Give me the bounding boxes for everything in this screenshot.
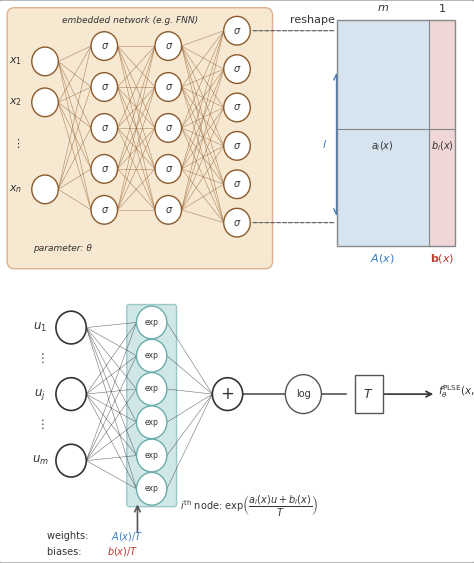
FancyBboxPatch shape xyxy=(355,375,383,413)
Circle shape xyxy=(224,170,250,199)
Text: biases:: biases: xyxy=(47,547,85,557)
Text: σ: σ xyxy=(234,218,240,227)
Circle shape xyxy=(155,155,182,183)
Text: $a_i(x)$: $a_i(x)$ xyxy=(372,140,394,153)
FancyBboxPatch shape xyxy=(7,8,273,269)
Text: $\mathbf{b}(x)$: $\mathbf{b}(x)$ xyxy=(430,252,454,265)
Text: σ: σ xyxy=(234,179,240,189)
Text: exp: exp xyxy=(145,418,159,427)
Circle shape xyxy=(91,73,118,101)
Text: $\vdots$: $\vdots$ xyxy=(11,137,20,150)
Text: σ: σ xyxy=(101,205,107,215)
Text: $x_1$: $x_1$ xyxy=(9,56,22,68)
Text: $u_m$: $u_m$ xyxy=(32,454,49,467)
FancyBboxPatch shape xyxy=(127,305,177,507)
Text: $x_2$: $x_2$ xyxy=(9,96,22,108)
Text: σ: σ xyxy=(165,41,171,51)
Text: $m$: $m$ xyxy=(377,3,389,13)
FancyBboxPatch shape xyxy=(0,279,474,563)
Circle shape xyxy=(91,32,118,60)
Text: $f_\theta^{\mathrm{PLSE}}(x,u)$: $f_\theta^{\mathrm{PLSE}}(x,u)$ xyxy=(438,383,474,400)
Circle shape xyxy=(155,195,182,224)
Circle shape xyxy=(137,439,167,472)
Text: reshape: reshape xyxy=(291,15,335,25)
Text: σ: σ xyxy=(101,41,107,51)
FancyBboxPatch shape xyxy=(0,0,474,284)
Circle shape xyxy=(212,378,243,410)
Text: $\vdots$: $\vdots$ xyxy=(36,418,45,431)
Text: log: log xyxy=(296,389,311,399)
Bar xyxy=(429,20,455,245)
Circle shape xyxy=(32,88,58,117)
Text: $A(x)$: $A(x)$ xyxy=(371,252,395,265)
Text: $A(x)/T$: $A(x)/T$ xyxy=(111,530,144,543)
Circle shape xyxy=(91,195,118,224)
Text: $u_1$: $u_1$ xyxy=(33,321,47,334)
Text: σ: σ xyxy=(234,141,240,151)
Text: $l$: $l$ xyxy=(322,138,327,150)
Text: weights:: weights: xyxy=(47,531,92,542)
Text: exp: exp xyxy=(145,451,159,460)
Text: σ: σ xyxy=(165,164,171,174)
Text: embedded network (e.g. FNN): embedded network (e.g. FNN) xyxy=(62,16,198,25)
Text: $+$: $+$ xyxy=(220,385,235,403)
Text: σ: σ xyxy=(101,164,107,174)
Circle shape xyxy=(224,132,250,160)
Text: σ: σ xyxy=(234,26,240,35)
Text: σ: σ xyxy=(101,123,107,133)
Circle shape xyxy=(91,114,118,142)
Circle shape xyxy=(56,378,86,410)
Text: exp: exp xyxy=(145,484,159,493)
Circle shape xyxy=(224,16,250,45)
Circle shape xyxy=(155,73,182,101)
Text: exp: exp xyxy=(145,385,159,394)
Text: σ: σ xyxy=(101,82,107,92)
Circle shape xyxy=(155,114,182,142)
Circle shape xyxy=(224,93,250,122)
Text: σ: σ xyxy=(165,123,171,133)
Circle shape xyxy=(224,208,250,237)
Text: $x_n$: $x_n$ xyxy=(9,184,22,195)
Text: $b_i(x)$: $b_i(x)$ xyxy=(430,140,454,153)
Circle shape xyxy=(137,306,167,339)
Text: $1$: $1$ xyxy=(438,2,446,14)
Bar xyxy=(337,20,455,245)
Circle shape xyxy=(32,47,58,76)
Text: $u_j$: $u_j$ xyxy=(35,387,46,401)
Text: exp: exp xyxy=(145,318,159,327)
Circle shape xyxy=(285,374,321,414)
Circle shape xyxy=(91,155,118,183)
Circle shape xyxy=(224,55,250,83)
Text: exp: exp xyxy=(145,351,159,360)
Circle shape xyxy=(56,444,86,477)
Circle shape xyxy=(137,339,167,372)
Circle shape xyxy=(32,175,58,204)
Text: $\vdots$: $\vdots$ xyxy=(36,352,45,365)
Text: σ: σ xyxy=(165,205,171,215)
Circle shape xyxy=(137,406,167,439)
Circle shape xyxy=(56,311,86,344)
Text: $T$: $T$ xyxy=(363,387,374,401)
Text: $\mathit{b}(x)/T$: $\mathit{b}(x)/T$ xyxy=(107,545,138,558)
Text: σ: σ xyxy=(234,102,240,113)
Circle shape xyxy=(137,472,167,505)
Circle shape xyxy=(137,373,167,405)
Text: $i^{\mathrm{th}}$ node: $\exp\!\left(\dfrac{a_i(x)u + b_i(x)}{T}\right)$: $i^{\mathrm{th}}$ node: $\exp\!\left(\df… xyxy=(180,494,318,519)
Text: parameter: θ: parameter: θ xyxy=(33,244,92,253)
Text: σ: σ xyxy=(234,64,240,74)
Text: σ: σ xyxy=(165,82,171,92)
Bar xyxy=(337,20,429,245)
Circle shape xyxy=(155,32,182,60)
